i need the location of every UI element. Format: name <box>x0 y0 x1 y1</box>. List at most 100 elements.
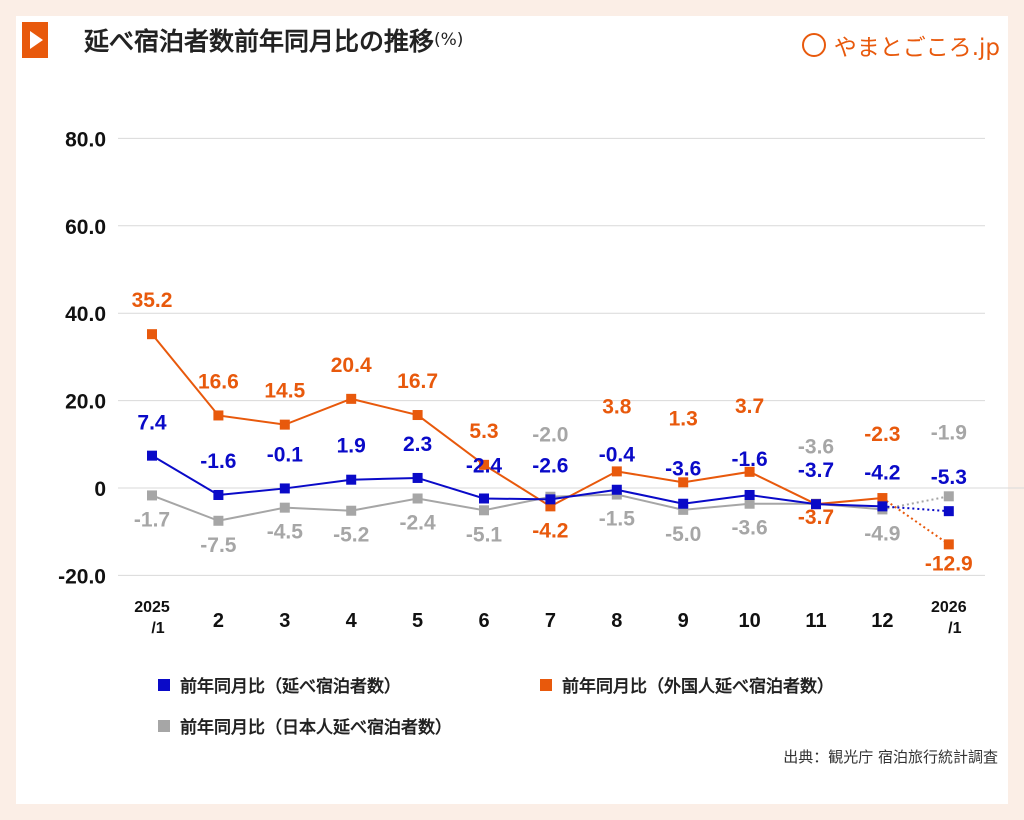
data-label-total: 7.4 <box>137 412 167 435</box>
legend-item-japanese: 前年同月比（日本人延べ宿泊者数） <box>158 713 452 738</box>
x-tick-label: 11 <box>805 610 826 632</box>
data-label-foreign: 3.8 <box>602 395 632 418</box>
data-label-japanese: -2.4 <box>400 511 437 534</box>
data-point-total <box>545 494 556 505</box>
data-label-total: -0.4 <box>599 444 636 467</box>
data-label-foreign: -4.2 <box>532 519 568 542</box>
data-point-foreign <box>545 501 556 512</box>
legend-label: 前年同月比（外国人延べ宿泊者数） <box>562 677 834 697</box>
legend-item-total: 前年同月比（延べ宿泊者数） <box>158 672 401 697</box>
data-point-japanese <box>479 505 489 516</box>
data-label-japanese: -1.7 <box>134 508 170 531</box>
series-dotted-segment-total <box>882 505 949 513</box>
data-point-foreign <box>147 329 157 340</box>
data-label-total: -3.7 <box>798 459 834 482</box>
data-point-foreign <box>346 393 357 404</box>
data-point-foreign <box>943 539 954 550</box>
x-tick-label: 6 <box>478 610 489 632</box>
data-point-japanese <box>678 504 689 515</box>
y-tick-label: 80.0 <box>65 128 106 151</box>
logo-text: やまとごころ.jp <box>833 35 1000 61</box>
x-tick-label: 5 <box>412 610 423 632</box>
series-line-foreign <box>151 333 883 508</box>
data-point-foreign <box>412 410 423 421</box>
chart-card <box>16 16 1008 804</box>
x-tick-label: 9 <box>678 610 689 632</box>
data-label-japanese: -5.2 <box>333 524 369 547</box>
data-label-foreign: 16.7 <box>397 370 438 393</box>
y-tick-label: 20.0 <box>65 391 106 414</box>
data-label-total: -3.6 <box>665 458 701 481</box>
play-icon <box>22 22 48 58</box>
data-label-foreign: 3.7 <box>735 395 764 418</box>
data-label-total: 2.3 <box>403 433 432 456</box>
x-tick-label: 2 <box>213 610 224 632</box>
data-label-japanese: -7.5 <box>200 534 237 557</box>
data-label-total: -1.6 <box>732 448 768 471</box>
data-point-total <box>346 474 357 485</box>
data-point-foreign <box>877 493 888 504</box>
chart-unit: (%) <box>434 30 464 50</box>
data-point-japanese <box>279 502 290 513</box>
legend-label: 前年同月比（日本人延べ宿泊者数） <box>180 718 452 738</box>
data-label-japanese: -1.5 <box>599 508 636 531</box>
data-label-japanese: -1.9 <box>931 421 967 444</box>
data-label-japanese: -5.0 <box>665 523 701 546</box>
x-tick-label: 12 <box>871 610 893 632</box>
data-point-japanese <box>744 498 755 509</box>
header: 延べ宿泊者数前年同月比の推移 (%) <box>22 22 463 58</box>
data-point-total <box>279 483 290 494</box>
source-note: 出典：観光庁 宿泊旅行統計調査 <box>783 748 998 766</box>
data-point-foreign <box>611 466 622 477</box>
x-tick-label: /1 <box>151 620 164 637</box>
logo-mark-icon <box>801 33 826 57</box>
x-tick-label: 7 <box>545 610 556 632</box>
x-tick-label: 2025 <box>134 599 170 616</box>
data-point-total <box>877 501 888 512</box>
x-tick-label: 4 <box>346 610 358 632</box>
data-point-total <box>479 493 489 504</box>
data-label-foreign: -3.7 <box>798 506 834 529</box>
data-label-foreign: 35.2 <box>132 289 173 312</box>
data-label-foreign: 20.4 <box>331 354 372 377</box>
data-point-total <box>943 506 954 517</box>
data-point-japanese <box>147 490 157 501</box>
data-label-foreign: -2.3 <box>864 423 900 446</box>
data-point-foreign <box>479 459 489 470</box>
data-point-foreign <box>213 410 224 421</box>
data-label-japanese: -2.0 <box>532 424 568 447</box>
data-label-foreign: 5.3 <box>469 420 498 443</box>
data-label-japanese: -3.6 <box>732 517 768 540</box>
data-label-total: -4.2 <box>864 461 900 484</box>
data-label-total: -0.1 <box>267 443 304 466</box>
data-point-total <box>811 499 821 510</box>
y-tick-label: 0 <box>94 478 106 501</box>
legend-item-foreign: 前年同月比（外国人延べ宿泊者数） <box>540 672 834 697</box>
data-point-total <box>147 450 157 461</box>
data-point-total <box>678 498 689 509</box>
data-label-foreign: -12.9 <box>925 552 973 575</box>
x-tick-label: /1 <box>948 620 961 637</box>
x-tick-label: 8 <box>611 610 622 632</box>
series-line-japanese <box>151 493 883 522</box>
chart-title: 延べ宿泊者数前年同月比の推移 <box>84 27 435 56</box>
data-label-total: 1.9 <box>337 435 366 458</box>
data-point-foreign <box>744 466 755 477</box>
y-tick-label: -20.0 <box>58 565 106 588</box>
data-label-foreign: 1.3 <box>669 407 698 430</box>
data-point-total <box>611 484 622 495</box>
data-point-foreign <box>678 477 689 488</box>
series-line-total <box>151 454 883 508</box>
x-tick-label: 10 <box>738 610 760 632</box>
data-point-japanese <box>213 515 224 526</box>
data-point-japanese <box>346 505 357 516</box>
x-tick-label: 3 <box>279 610 290 632</box>
data-label-foreign: 14.5 <box>264 380 305 403</box>
data-label-japanese: -4.9 <box>864 522 900 545</box>
data-point-japanese <box>412 493 423 504</box>
data-point-japanese <box>943 491 954 502</box>
data-label-japanese: -5.1 <box>466 523 503 546</box>
series-dotted-segment-foreign <box>881 497 950 546</box>
data-point-total <box>744 489 755 500</box>
